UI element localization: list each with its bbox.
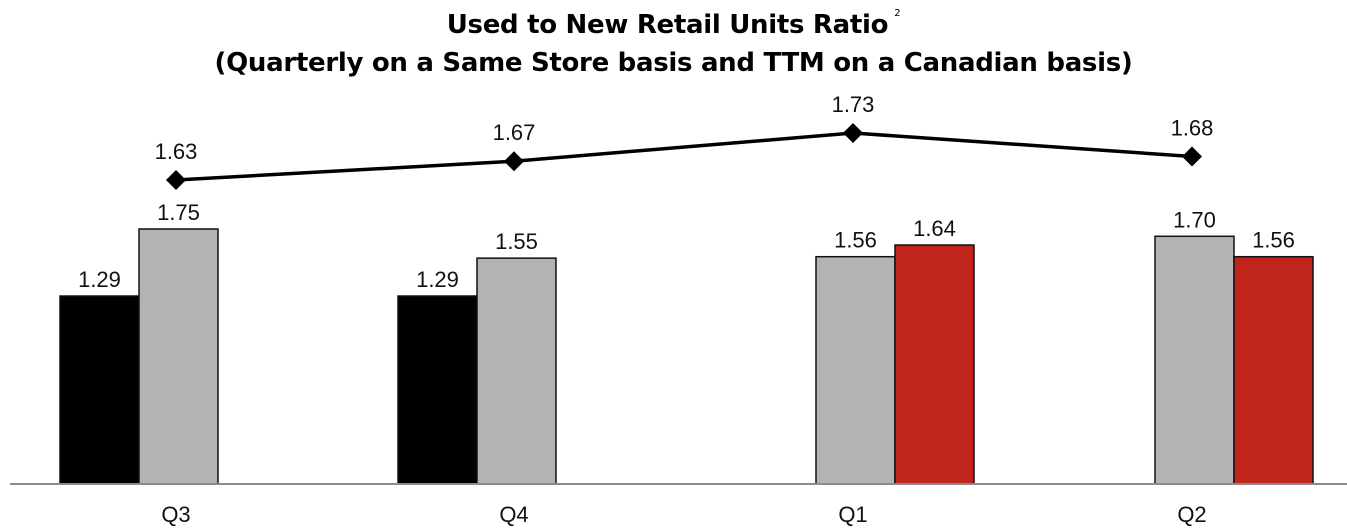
x-tick-label: Q1 <box>838 502 867 527</box>
line-value-label: 1.73 <box>832 92 875 117</box>
line-marker-diamond <box>166 170 186 190</box>
line-value-label: 1.67 <box>493 120 536 145</box>
bar-q1-series3 <box>894 244 975 485</box>
bar-q3-series1 <box>59 295 140 485</box>
bar-value-label: 1.55 <box>495 229 538 254</box>
chart-title-text: Used to New Retail Units Ratio <box>446 10 889 40</box>
x-tick-label: Q2 <box>1177 502 1206 527</box>
bar-q2-series3 <box>1233 255 1314 485</box>
bar-value-label: 1.56 <box>1252 228 1295 253</box>
bar-q3-series2 <box>138 228 219 485</box>
bar-q1-series2 <box>815 255 896 485</box>
chart-subtitle: (Quarterly on a Same Store basis and TTM… <box>214 48 1133 78</box>
x-tick-label: Q3 <box>161 502 190 527</box>
line-marker-diamond <box>504 151 524 172</box>
bar-value-label: 1.29 <box>78 267 121 292</box>
bar-value-label: 1.64 <box>913 216 956 241</box>
x-tick-label: Q4 <box>499 502 528 527</box>
trend-line <box>175 131 1193 182</box>
bar-q4-series1 <box>397 295 478 485</box>
chart-title: Used to New Retail Units Ratio 2 <box>0 8 1347 40</box>
bar-q4-series2 <box>476 257 557 485</box>
bar-value-label: 1.70 <box>1173 207 1216 232</box>
line-value-label: 1.63 <box>155 139 198 164</box>
line-marker-diamond <box>843 123 863 143</box>
bar-value-label: 1.56 <box>834 228 877 253</box>
line-value-label: 1.68 <box>1171 116 1214 141</box>
bar-value-label: 1.29 <box>416 267 459 292</box>
bar-q2-series2 <box>1154 235 1235 485</box>
title-footnote-marker: 2 <box>894 8 901 19</box>
bar-value-label: 1.75 <box>157 200 200 225</box>
line-marker-diamond <box>1182 146 1202 167</box>
